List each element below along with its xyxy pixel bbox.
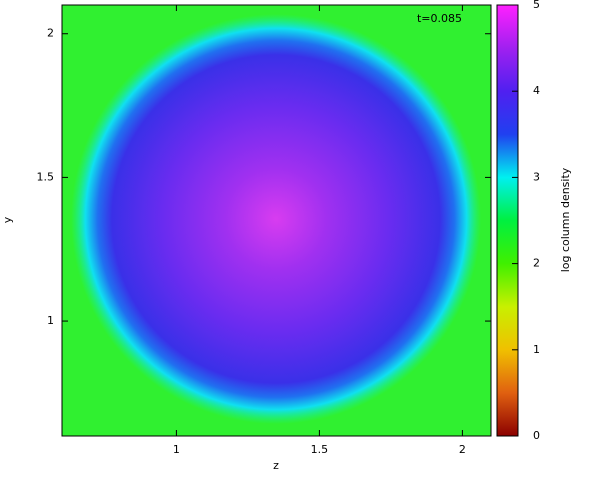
plot-frame [61,4,492,437]
x-axis-label: z [273,459,279,472]
annotation: t=0.085 [417,12,462,25]
y-tick-label: 1 [47,314,54,327]
y-tick-label: 2 [47,27,54,40]
colorbar-tick-label: 1 [533,343,540,356]
colorbar-tick-label: 2 [533,257,540,270]
colorbar-tick-label: 5 [533,0,540,11]
colorbar-tick-label: 4 [533,84,540,97]
colorbar-label: log column density [559,167,572,272]
x-tick-label: 2 [459,443,466,456]
x-tick-label: 1 [173,443,180,456]
density-image [62,5,491,436]
x-tick-label: 1.5 [311,443,329,456]
y-tick-label: 1.5 [37,170,55,183]
y-axis-label: y [1,216,14,223]
colorbar [496,4,519,437]
colorbar-tick-label: 3 [533,170,540,183]
colorbar-tick-label: 0 [533,429,540,442]
